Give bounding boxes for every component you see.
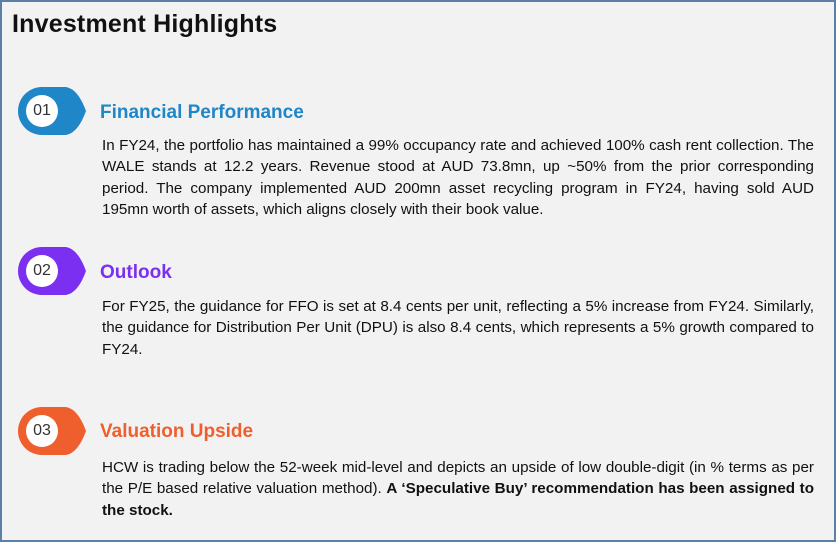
section-text-outlook: For FY25, the guidance for FFO is set at… <box>102 298 814 358</box>
section-heading-outlook: Outlook <box>100 262 172 283</box>
recommendation-text: A ‘Speculative Buy’ recommendation has b… <box>102 480 814 519</box>
teardrop-badge-icon <box>18 407 86 455</box>
section-text-financial-performance: In FY24, the portfolio has maintained a … <box>102 137 814 219</box>
section-number: 03 <box>33 422 51 439</box>
teardrop-badge-icon <box>18 247 86 295</box>
section-badge-02: 02 <box>12 244 92 298</box>
section-text-valuation-upside: HCW is trading below the 52-week mid-lev… <box>102 457 814 521</box>
valuation-text: HCW is trading below the 52-week mid-lev… <box>102 459 814 498</box>
teardrop-badge-icon <box>18 87 86 135</box>
section-badge-03: 03 <box>12 404 92 458</box>
section-badge-01: 01 <box>12 84 92 138</box>
section-heading-financial-performance: Financial Performance <box>100 102 304 123</box>
section-number: 01 <box>33 102 51 119</box>
section-number: 02 <box>33 262 51 279</box>
page-title: Investment Highlights <box>12 10 278 38</box>
section-heading-valuation-upside: Valuation Upside <box>100 421 254 442</box>
